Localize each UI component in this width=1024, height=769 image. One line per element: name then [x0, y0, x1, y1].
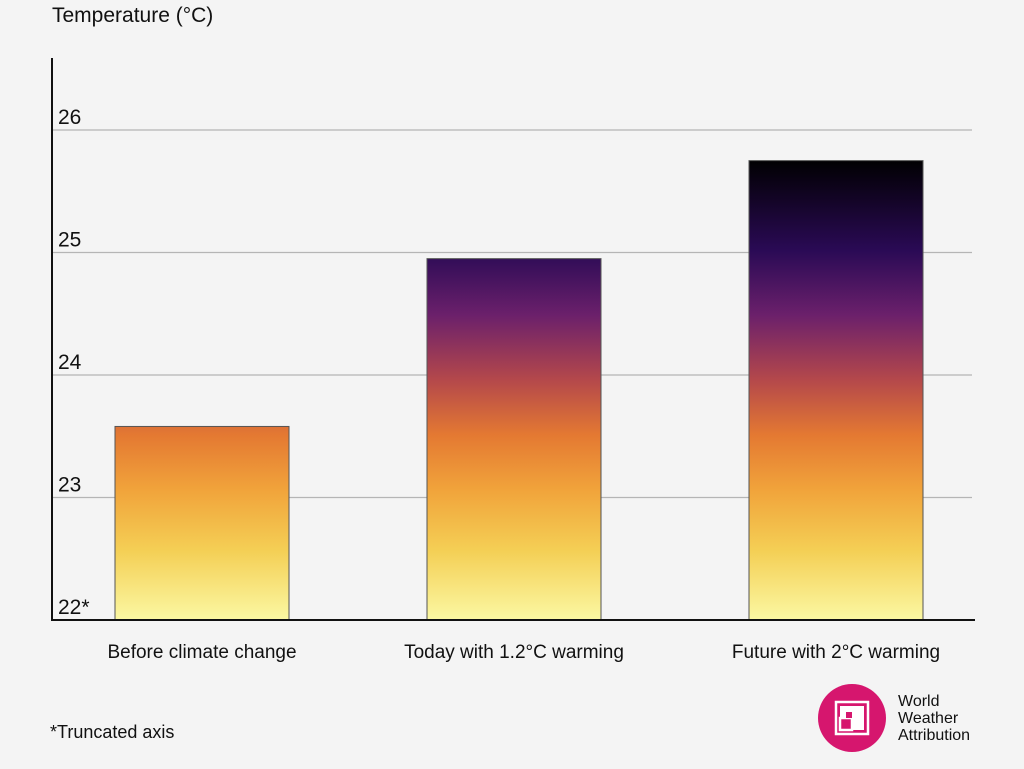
footnote: *Truncated axis — [50, 722, 175, 742]
bar — [114, 425, 290, 621]
y-tick-label: 23 — [58, 474, 81, 497]
category-label: Today with 1.2°C warming — [404, 642, 624, 663]
logo-line-2: Weather — [898, 709, 959, 727]
y-tick-label: 26 — [58, 106, 81, 129]
category-label: Future with 2°C warming — [732, 642, 940, 663]
y-tick-label: 22* — [58, 596, 90, 619]
y-axis-title: Temperature (°C) — [52, 4, 213, 27]
wwa-logo-icon — [818, 684, 886, 752]
logo-line-1: World — [898, 692, 940, 710]
wwa-logo: World Weather Attribution — [818, 684, 970, 752]
category-labels: Before climate change Today with 1.2°C wa… — [107, 642, 940, 663]
wwa-logo-text: World Weather Attribution — [898, 693, 970, 744]
y-tick-label: 25 — [58, 229, 81, 252]
bar — [748, 160, 924, 621]
y-tick-labels: 22* 23 24 25 26 — [58, 106, 90, 619]
logo-line-3: Attribution — [898, 726, 971, 744]
bar-chart: Temperature (°C) 22* 23 24 25 26 Before clim… — [51, 4, 975, 663]
y-tick-label: 24 — [58, 351, 82, 374]
bars — [114, 160, 924, 621]
bar — [426, 258, 602, 621]
category-label: Before climate change — [107, 642, 296, 663]
